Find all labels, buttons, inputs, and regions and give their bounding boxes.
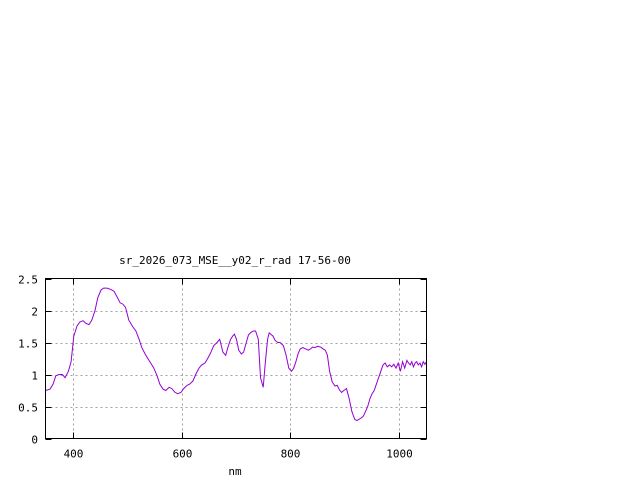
x-tick-label: 600 [173,448,193,461]
y-tick-label: 0 [31,434,38,447]
chart-title: sr_2026_073_MSE__y02_r_rad 17-56-00 [119,254,351,267]
x-tick-label: 1000 [386,448,413,461]
x-tick-label: 800 [281,448,301,461]
y-tick-label: 0.5 [18,402,38,415]
x-tick-labels: 400 600 800 1000 [64,448,413,461]
y-tick-label: 1 [31,370,38,383]
x-axis-label: nm [228,465,242,478]
y-tick-labels: 0 0.5 1 1.5 2 2.5 [18,274,38,447]
y-tick-label: 1.5 [18,338,38,351]
grid [45,278,427,439]
y-tick-label: 2 [31,306,38,319]
y-tick-label: 2.5 [18,274,38,287]
series-line [45,287,427,422]
x-tick-label: 400 [64,448,84,461]
series-layer [45,287,427,422]
plot-frame [45,278,427,439]
ticks [45,278,427,440]
